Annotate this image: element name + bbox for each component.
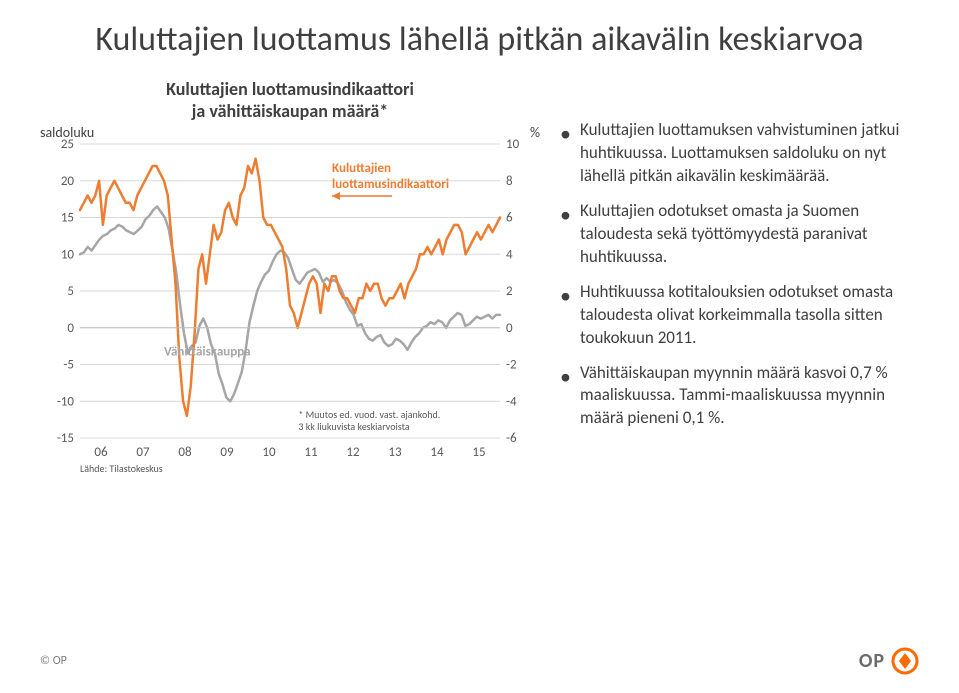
svg-text:15: 15 (61, 211, 74, 226)
svg-text:luottamusindikaattori: luottamusindikaattori (332, 177, 449, 192)
svg-text:08: 08 (178, 445, 192, 460)
svg-text:10: 10 (61, 248, 75, 263)
svg-text:10: 10 (506, 137, 520, 152)
svg-text:0: 0 (67, 321, 74, 336)
bullet-item: Kuluttajien luottamuksen vahvistuminen j… (560, 119, 919, 188)
chart-container: saldoluku % 25102081561045200-5-2-10-4-1… (40, 128, 540, 488)
op-logo-icon (891, 647, 919, 675)
svg-text:2: 2 (506, 284, 513, 299)
svg-text:-6: -6 (506, 431, 517, 446)
svg-text:15: 15 (472, 445, 485, 460)
line-chart: 25102081561045200-5-2-10-4-15-6060708091… (40, 128, 540, 488)
svg-text:12: 12 (346, 445, 360, 460)
svg-text:8: 8 (506, 174, 513, 189)
svg-text:20: 20 (61, 174, 75, 189)
svg-text:Lähde: Tilastokeskus: Lähde: Tilastokeskus (80, 462, 163, 475)
svg-text:-15: -15 (57, 431, 74, 446)
svg-text:0: 0 (506, 321, 513, 336)
svg-text:Vähittäiskauppa: Vähittäiskauppa (164, 345, 251, 360)
svg-text:-10: -10 (57, 395, 75, 410)
svg-text:07: 07 (136, 445, 150, 460)
svg-text:4: 4 (506, 248, 513, 263)
footer: © OP OP (40, 647, 919, 675)
chart-title-line2: ja vähittäiskaupan määrä* (192, 100, 388, 122)
svg-text:5: 5 (67, 284, 74, 299)
svg-text:-2: -2 (506, 358, 517, 373)
svg-text:Kuluttajien: Kuluttajien (332, 161, 391, 176)
svg-text:06: 06 (94, 445, 108, 460)
svg-text:10: 10 (262, 445, 276, 460)
page-title: Kuluttajien luottamus lähellä pitkän aik… (40, 20, 919, 59)
chart-title: Kuluttajien luottamusindikaattori ja väh… (40, 79, 540, 122)
svg-text:3 kk liukuvista keskiarvoista: 3 kk liukuvista keskiarvoista (298, 420, 409, 433)
svg-text:14: 14 (430, 445, 444, 460)
svg-text:-4: -4 (506, 395, 517, 410)
svg-text:-5: -5 (63, 358, 74, 373)
copyright-text: © OP (40, 654, 67, 668)
y-axis-left-label: saldoluku (40, 124, 94, 141)
y-axis-right-label: % (530, 124, 540, 141)
bullet-item: Kuluttajien odotukset omasta ja Suomen t… (560, 200, 919, 269)
bullet-item: Vähittäiskaupan myynnin määrä kasvoi 0,7… (560, 362, 919, 431)
svg-text:09: 09 (220, 445, 234, 460)
op-logo: OP (859, 647, 919, 675)
bullets-column: Kuluttajien luottamuksen vahvistuminen j… (560, 79, 919, 488)
chart-column: Kuluttajien luottamusindikaattori ja väh… (40, 79, 540, 488)
bullet-item: Huhtikuussa kotitalouksien odotukset oma… (560, 281, 919, 350)
svg-text:6: 6 (506, 211, 513, 226)
bullet-list: Kuluttajien luottamuksen vahvistuminen j… (560, 119, 919, 430)
svg-text:13: 13 (388, 445, 402, 460)
logo-text: OP (859, 649, 885, 673)
chart-title-line1: Kuluttajien luottamusindikaattori (166, 78, 414, 100)
svg-text:11: 11 (304, 445, 317, 460)
